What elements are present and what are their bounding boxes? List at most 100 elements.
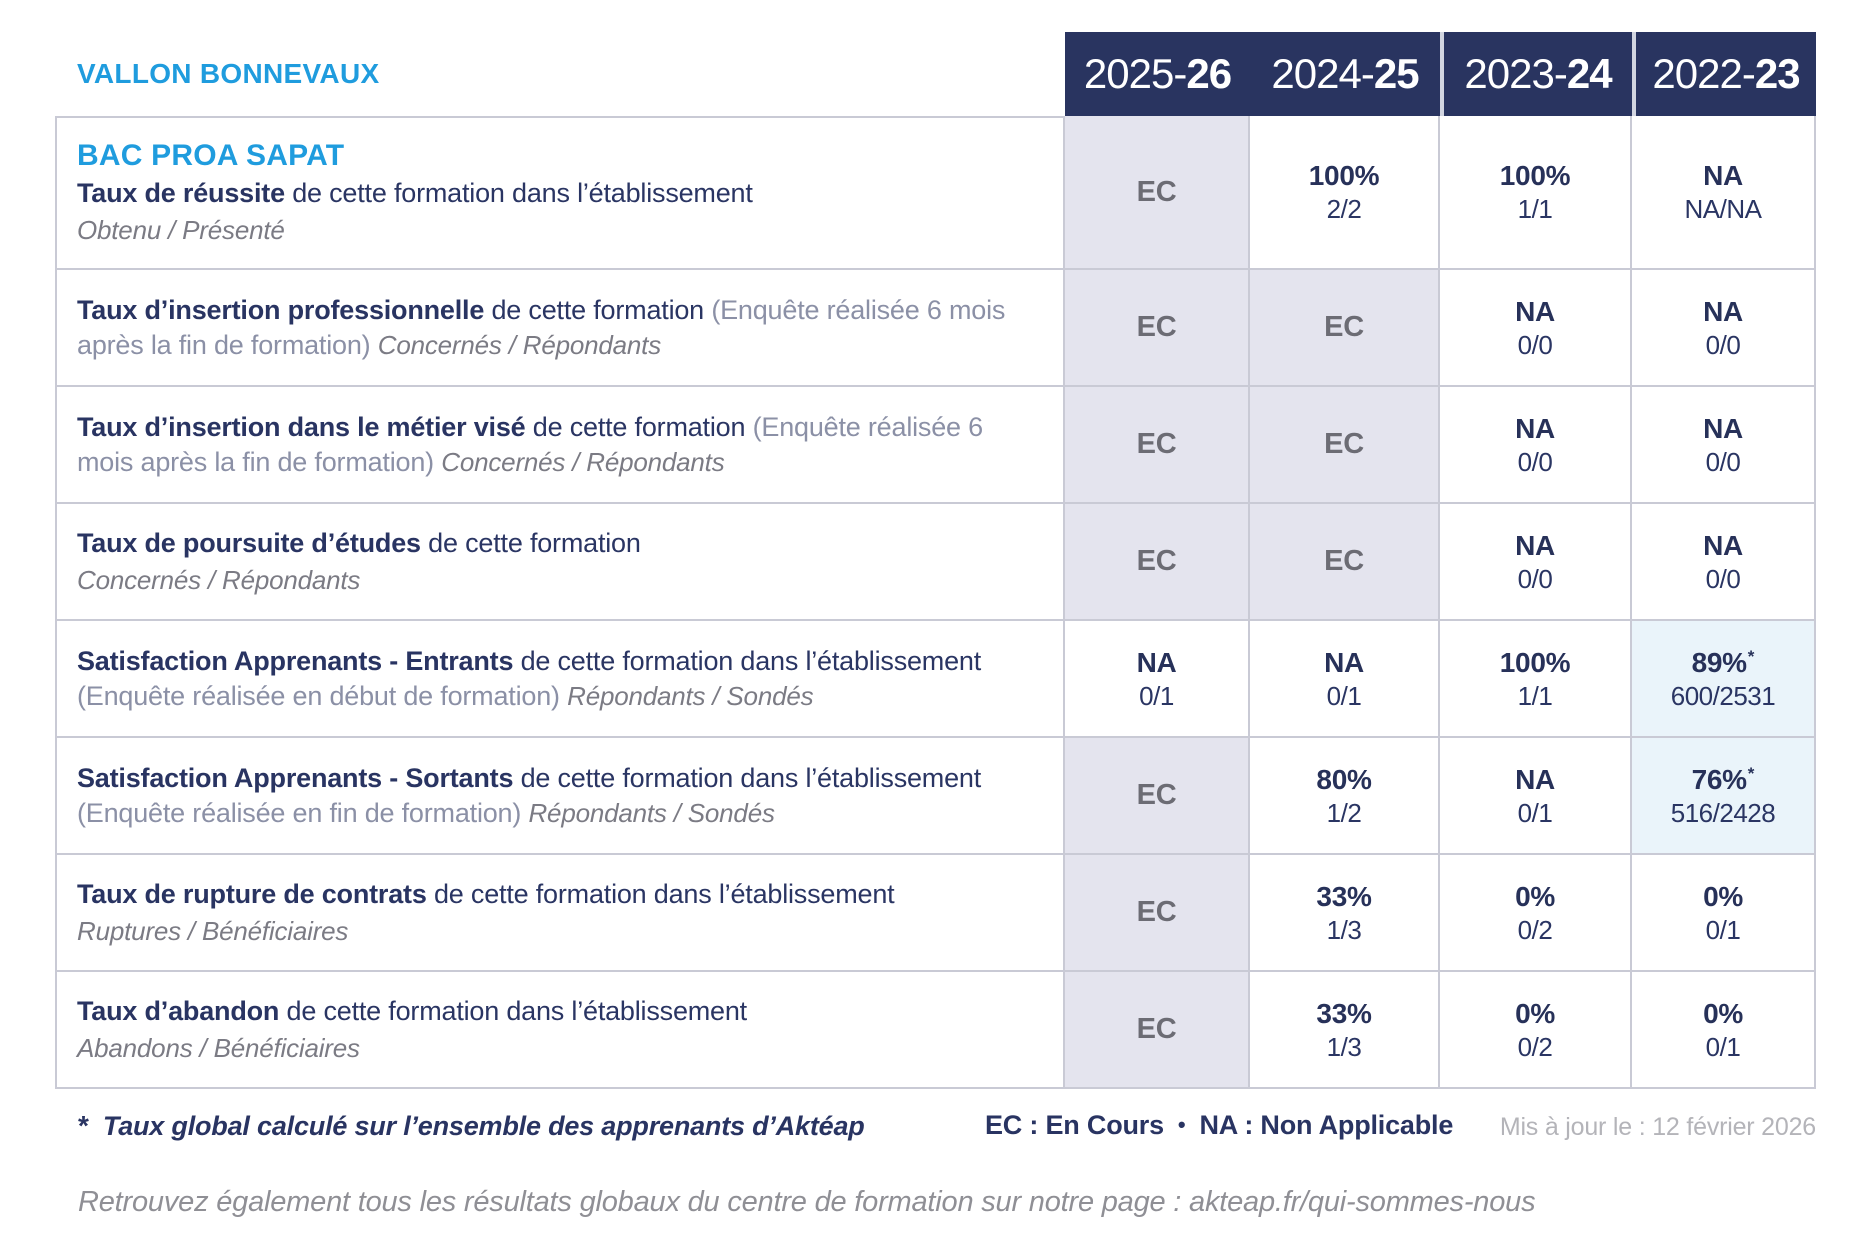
year-prefix: 2024-	[1271, 50, 1374, 97]
year-suffix: 24	[1566, 50, 1613, 97]
year-suffix: 26	[1186, 50, 1232, 97]
value-number: 33%	[1316, 880, 1372, 912]
results-panel: VALLON BONNEVAUX 2025-26 2024-25 2023-24…	[55, 32, 1816, 1089]
value-number: NA	[1324, 646, 1364, 678]
year-prefix: 2023-	[1464, 50, 1567, 97]
metric-description: de cette formation dans l’établissement	[520, 762, 982, 793]
value-main: EC	[1324, 547, 1364, 576]
metric-survey-note: (Enquête réalisée 6 mois après la fin de…	[77, 294, 1006, 360]
value-main: 33%	[1316, 997, 1372, 1029]
value-cell: EC	[1250, 504, 1440, 621]
value-number: 80%	[1316, 763, 1372, 795]
legend-bullet: •	[1177, 1112, 1186, 1137]
year-label: 2022-23	[1652, 50, 1801, 98]
results-table: VALLON BONNEVAUX 2025-26 2024-25 2023-24…	[55, 32, 1816, 1089]
value-cell: 100% 1/1	[1440, 621, 1632, 738]
value-main: EC	[1137, 1015, 1177, 1044]
metric-survey-note: (Enquête réalisée 6 mois après la fin de…	[77, 411, 983, 477]
value-main: NA	[1703, 531, 1743, 560]
value-main: 76%*	[1692, 765, 1755, 794]
value-main: NA	[1703, 414, 1743, 443]
value-number: EC	[1136, 1013, 1177, 1045]
year-label: 2025-26	[1083, 50, 1232, 98]
value-number: 0%	[1703, 997, 1743, 1029]
asterisk-marker: *	[1747, 647, 1755, 666]
value-main: EC	[1137, 898, 1177, 927]
value-cell: 33% 1/3	[1250, 855, 1440, 972]
value-cell: EC	[1065, 738, 1250, 855]
value-main: 33%	[1316, 880, 1372, 912]
metric-description: de cette formation	[491, 294, 705, 325]
metric-label: Taux de poursuite d’études de cette form…	[77, 526, 1045, 597]
value-number: 100%	[1308, 160, 1380, 191]
value-cell: EC	[1065, 270, 1250, 387]
value-main: EC	[1137, 177, 1177, 207]
value-main: EC	[1137, 430, 1177, 459]
value-number: 0%	[1515, 997, 1555, 1029]
metric-label: Satisfaction Apprenants - Entrants de ce…	[77, 644, 1045, 713]
value-number: EC	[1136, 311, 1177, 343]
value-cell: EC	[1065, 972, 1250, 1089]
value-cell: 0% 0/2	[1440, 855, 1632, 972]
value-number: 100%	[1499, 160, 1571, 191]
year-suffix: 25	[1373, 50, 1420, 97]
footnote-text: Taux global calculé sur l’ensemble des a…	[102, 1111, 865, 1141]
value-number: 76%	[1691, 764, 1747, 795]
metric-description: de cette formation	[428, 528, 641, 559]
metric-label-cell: Taux d’insertion professionnelle de cett…	[55, 270, 1065, 387]
value-main: NA	[1703, 297, 1743, 326]
value-fraction: 1/1	[1517, 680, 1553, 711]
value-fraction: 0/1	[1139, 680, 1174, 711]
value-number: EC	[1324, 428, 1364, 460]
value-main: 100%	[1500, 648, 1571, 677]
year-column-header: 2023-24	[1440, 32, 1632, 116]
metric-sublabel: Concernés / Répondants	[441, 446, 725, 477]
value-fraction: 0/1	[1326, 680, 1362, 711]
value-main: EC	[1137, 547, 1177, 576]
legend: EC : En Cours • NA : Non Applicable	[985, 1110, 1453, 1141]
value-main: EC	[1137, 313, 1177, 342]
value-cell: 0% 0/1	[1632, 972, 1816, 1089]
year-suffix: 23	[1754, 50, 1801, 97]
value-cell: NA 0/1	[1250, 621, 1440, 738]
value-main: 0%	[1703, 997, 1743, 1029]
value-number: 33%	[1316, 997, 1372, 1029]
value-number: 0%	[1703, 880, 1743, 912]
value-cell: 100% 1/1	[1440, 116, 1632, 270]
value-main: 89%*	[1692, 648, 1755, 677]
value-main: NA	[1515, 414, 1555, 443]
value-main: NA	[1515, 297, 1555, 326]
value-number: EC	[1136, 428, 1177, 460]
metric-label-cell: Satisfaction Apprenants - Entrants de ce…	[55, 621, 1065, 738]
metric-sublabel: Abandons / Bénéficiaires	[77, 1032, 360, 1063]
metric-sublabel: Obtenu / Présenté	[77, 214, 285, 245]
metric-survey-note: (Enquête réalisée en début de formation)	[77, 680, 560, 711]
value-main: NA	[1137, 648, 1177, 677]
value-main: 0%	[1515, 997, 1555, 1029]
value-main: 100%	[1499, 160, 1571, 191]
metric-label: Taux de rupture de contrats de cette for…	[77, 877, 1045, 948]
metric-label-cell: BAC PROA SAPAT Taux de réussite de cette…	[55, 116, 1065, 270]
metric-description: de cette formation dans l’établissement	[520, 645, 982, 676]
metric-description: de cette formation dans l’établissement	[292, 178, 753, 209]
value-cell: 33% 1/3	[1250, 972, 1440, 1089]
year-label: 2024-25	[1271, 50, 1420, 98]
value-main: NA	[1515, 763, 1555, 795]
legend-na: NA : Non Applicable	[1199, 1110, 1454, 1140]
year-prefix: 2022-	[1652, 50, 1755, 97]
value-number: NA	[1515, 763, 1555, 795]
year-column-header: 2022-23	[1632, 32, 1816, 116]
year-column-header: 2024-25	[1250, 32, 1440, 116]
value-cell: NA 0/0	[1440, 387, 1632, 504]
value-number: EC	[1324, 311, 1364, 343]
bottom-note: Retrouvez également tous les résultats g…	[78, 1186, 1536, 1218]
metric-label-cell: Taux d’insertion dans le métier visé de …	[55, 387, 1065, 504]
value-fraction: 0/0	[1517, 329, 1553, 360]
value-fraction: 0/0	[1705, 446, 1741, 477]
year-prefix: 2025-	[1083, 50, 1187, 97]
value-cell: NA 0/0	[1632, 387, 1816, 504]
metric-sublabel: Concernés / Répondants	[77, 564, 361, 595]
metric-label-cell: Taux de rupture de contrats de cette for…	[55, 855, 1065, 972]
metric-title: Taux de rupture de contrats	[77, 879, 427, 910]
